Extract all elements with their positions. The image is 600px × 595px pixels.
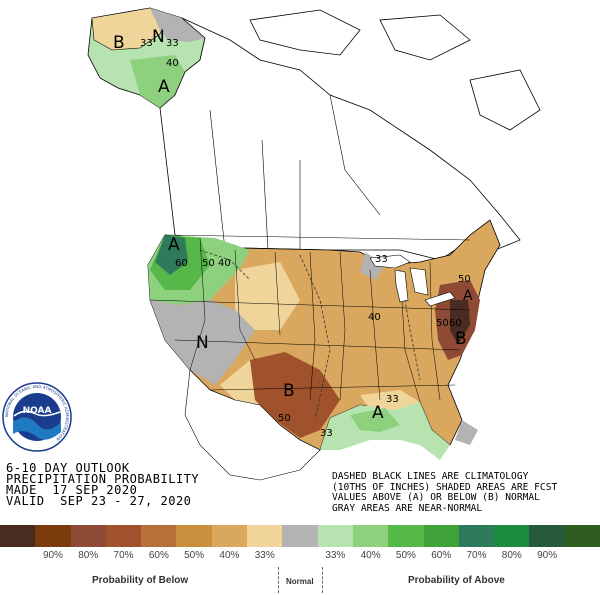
legend-label: 60% bbox=[148, 550, 169, 561]
legend-swatch bbox=[388, 525, 424, 547]
label-33-ak1: 33 bbox=[140, 38, 153, 49]
legend-label: 33% bbox=[254, 550, 275, 561]
legend-caption-above: Probability of Above bbox=[408, 575, 505, 586]
legend-swatch bbox=[70, 525, 106, 547]
made-label: MADE bbox=[6, 483, 37, 497]
title-block: 6-10 DAY OUTLOOK PRECIPITATION PROBABILI… bbox=[6, 461, 200, 508]
legend-swatch bbox=[564, 525, 600, 547]
label-60-va: 60 bbox=[449, 318, 462, 329]
legend-swatch bbox=[352, 525, 389, 547]
legend-label: 70% bbox=[466, 550, 487, 561]
label-33-tx: 33 bbox=[320, 428, 333, 439]
label-b-va: B bbox=[455, 329, 467, 349]
legend-swatch bbox=[317, 525, 353, 547]
noaa-logo-text: NOAA bbox=[23, 406, 52, 416]
legend-label: 90% bbox=[42, 550, 63, 561]
legend-swatch bbox=[0, 525, 36, 547]
legend-divider-right bbox=[322, 567, 323, 593]
legend-caption-below: Probability of Below bbox=[92, 575, 189, 586]
legend-swatch bbox=[211, 525, 248, 547]
legend-swatch bbox=[529, 525, 565, 547]
legend-swatch bbox=[35, 525, 71, 547]
valid-range: SEP 23 - 27, 2020 bbox=[60, 494, 192, 508]
label-40-ak: 40 bbox=[166, 58, 179, 69]
valid-label: VALID bbox=[6, 494, 45, 508]
state-borders bbox=[149, 234, 471, 403]
legend-caption-normal: Normal bbox=[286, 577, 314, 586]
valid-line: VALID SEP 23 - 27, 2020 bbox=[6, 494, 199, 508]
legend-label-spacer bbox=[282, 550, 317, 564]
title-line-1: 6-10 DAY OUTLOOK bbox=[6, 461, 130, 475]
legend-swatch bbox=[494, 525, 530, 547]
legend-label-spacer bbox=[0, 550, 35, 564]
legend-swatch bbox=[247, 525, 283, 547]
label-50-tx: 50 bbox=[278, 413, 291, 424]
label-a-se: A bbox=[372, 403, 384, 423]
label-a-alaska: A bbox=[158, 77, 170, 97]
label-33-gl: 33 bbox=[375, 254, 388, 265]
legend-swatch bbox=[105, 525, 142, 547]
mexico-region bbox=[184, 369, 321, 481]
great-lakes bbox=[369, 254, 456, 307]
note-line-3: VALUES ABOVE (A) OR BELOW (B) NORMAL bbox=[332, 492, 540, 503]
legend-swatch bbox=[282, 525, 318, 547]
legend-label: 50% bbox=[395, 550, 416, 561]
legend-label: 33% bbox=[325, 550, 346, 561]
legend-label: 70% bbox=[113, 550, 134, 561]
title-line-2: PRECIPITATION PROBABILITY bbox=[6, 472, 200, 486]
label-40-mid: 40 bbox=[368, 312, 381, 323]
legend-label: 60% bbox=[431, 550, 452, 561]
note-line-1: DASHED BLACK LINES ARE CLIMATOLOGY bbox=[332, 471, 529, 482]
label-33-ak2: 33 bbox=[166, 38, 179, 49]
legend-label: 90% bbox=[537, 550, 558, 561]
label-b-tx: B bbox=[283, 381, 295, 401]
legend-labels: 90% 80% 70% 60% 50% 40% 33% 33% 40% 50% 60% 70% 80% 9… bbox=[0, 550, 600, 564]
legend-label: 80% bbox=[501, 550, 522, 561]
legend-swatch bbox=[423, 525, 459, 547]
label-a-ne: A bbox=[463, 288, 473, 304]
legend-label: 40% bbox=[360, 550, 381, 561]
legend-swatch bbox=[141, 525, 177, 547]
label-50-nw: 50 bbox=[202, 258, 215, 269]
legend-label: 50% bbox=[184, 550, 205, 561]
label-b-alaska: B bbox=[113, 33, 125, 53]
label-a-nw: A bbox=[168, 235, 180, 255]
canada-region bbox=[159, 9, 541, 261]
legend-swatch bbox=[458, 525, 495, 547]
label-50-va: 50 bbox=[436, 318, 449, 329]
label-60-nw: 60 bbox=[175, 258, 188, 269]
label-n-alaska: N bbox=[152, 27, 165, 47]
legend-label: 80% bbox=[78, 550, 99, 561]
label-40-nw: 40 bbox=[218, 258, 231, 269]
note-line-4: GRAY AREAS ARE NEAR-NORMAL bbox=[332, 502, 483, 514]
notes-block: DASHED BLACK LINES ARE CLIMATOLOGY (10TH… bbox=[332, 471, 558, 514]
label-50-ne: 50 bbox=[458, 274, 471, 285]
legend-label-spacer bbox=[565, 550, 600, 564]
label-n-sw: N bbox=[196, 333, 209, 353]
conus-region bbox=[147, 219, 501, 460]
legend-color-bar bbox=[0, 525, 600, 547]
note-line-2: (10THS OF INCHES) SHADED AREAS ARE FCST bbox=[332, 481, 558, 493]
legend-divider-left bbox=[278, 567, 279, 593]
made-line: MADE 17 SEP 2020 bbox=[6, 483, 199, 497]
made-date: 17 SEP 2020 bbox=[52, 483, 138, 497]
label-33-se: 33 bbox=[386, 394, 399, 405]
legend-swatch bbox=[176, 525, 212, 547]
precipitation-outlook-map: B N A 33 33 40 A 60 50 40 N B 50 33 A 33… bbox=[87, 7, 541, 481]
noaa-logo-icon: NOAA NATIONAL OCEANIC AND ATMOSPHERIC AD… bbox=[2, 382, 72, 452]
legend-label: 40% bbox=[219, 550, 240, 561]
